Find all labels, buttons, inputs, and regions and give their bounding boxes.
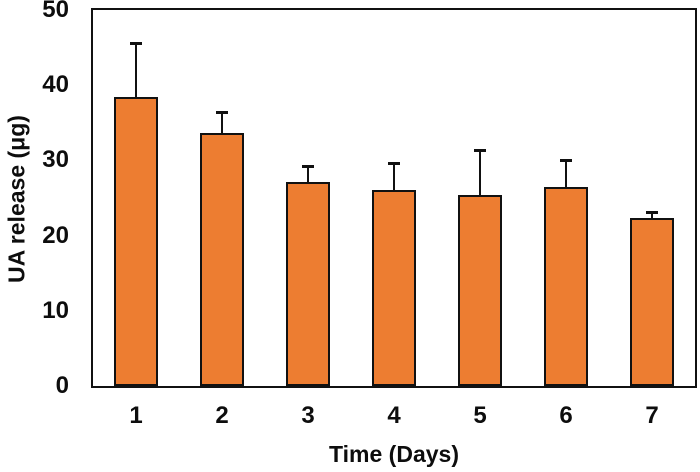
error-bar-day-6 xyxy=(564,159,568,188)
error-bar-cap-day-1 xyxy=(130,42,142,46)
x-tick-label: 7 xyxy=(645,402,659,429)
bar-day-6 xyxy=(544,186,588,386)
y-axis-title: UA release (μg) xyxy=(3,115,30,283)
error-bar-day-1 xyxy=(134,43,138,99)
x-tick-label: 2 xyxy=(215,402,229,429)
y-tick-label: 10 xyxy=(42,296,69,324)
error-bar-cap-day-7 xyxy=(646,211,658,215)
error-bar-cap-day-5 xyxy=(474,148,486,152)
error-bar-cap-day-6 xyxy=(560,158,572,162)
bar-day-2 xyxy=(200,133,244,386)
x-axis-title: Time (Days) xyxy=(329,441,459,467)
y-tick-label: 30 xyxy=(42,146,69,174)
error-bar-day-7 xyxy=(650,212,654,220)
error-bar-cap-day-3 xyxy=(302,164,314,168)
error-bar-cap-day-2 xyxy=(216,111,228,115)
bar-day-5 xyxy=(458,195,502,386)
x-tick-label: 1 xyxy=(129,402,143,429)
error-bar-day-4 xyxy=(392,163,396,191)
bar-day-7 xyxy=(630,218,674,386)
x-tick-label: 3 xyxy=(301,402,315,429)
y-tick-label: 0 xyxy=(55,372,69,399)
error-bar-day-3 xyxy=(306,165,310,184)
error-bar-day-2 xyxy=(220,112,224,135)
bar-day-1 xyxy=(114,97,158,386)
plot-area xyxy=(91,8,697,388)
x-tick-label: 4 xyxy=(387,402,401,429)
x-tick-label: 6 xyxy=(559,402,573,429)
bar-day-4 xyxy=(372,189,416,386)
y-tick-label: 40 xyxy=(42,71,69,99)
bar-day-3 xyxy=(286,182,330,386)
y-tick-label: 20 xyxy=(42,221,69,249)
plot-inner xyxy=(93,10,695,386)
y-tick-label: 50 xyxy=(42,0,69,23)
x-tick-label: 5 xyxy=(473,402,487,429)
error-bar-cap-day-4 xyxy=(388,162,400,166)
error-bar-day-5 xyxy=(478,149,482,196)
